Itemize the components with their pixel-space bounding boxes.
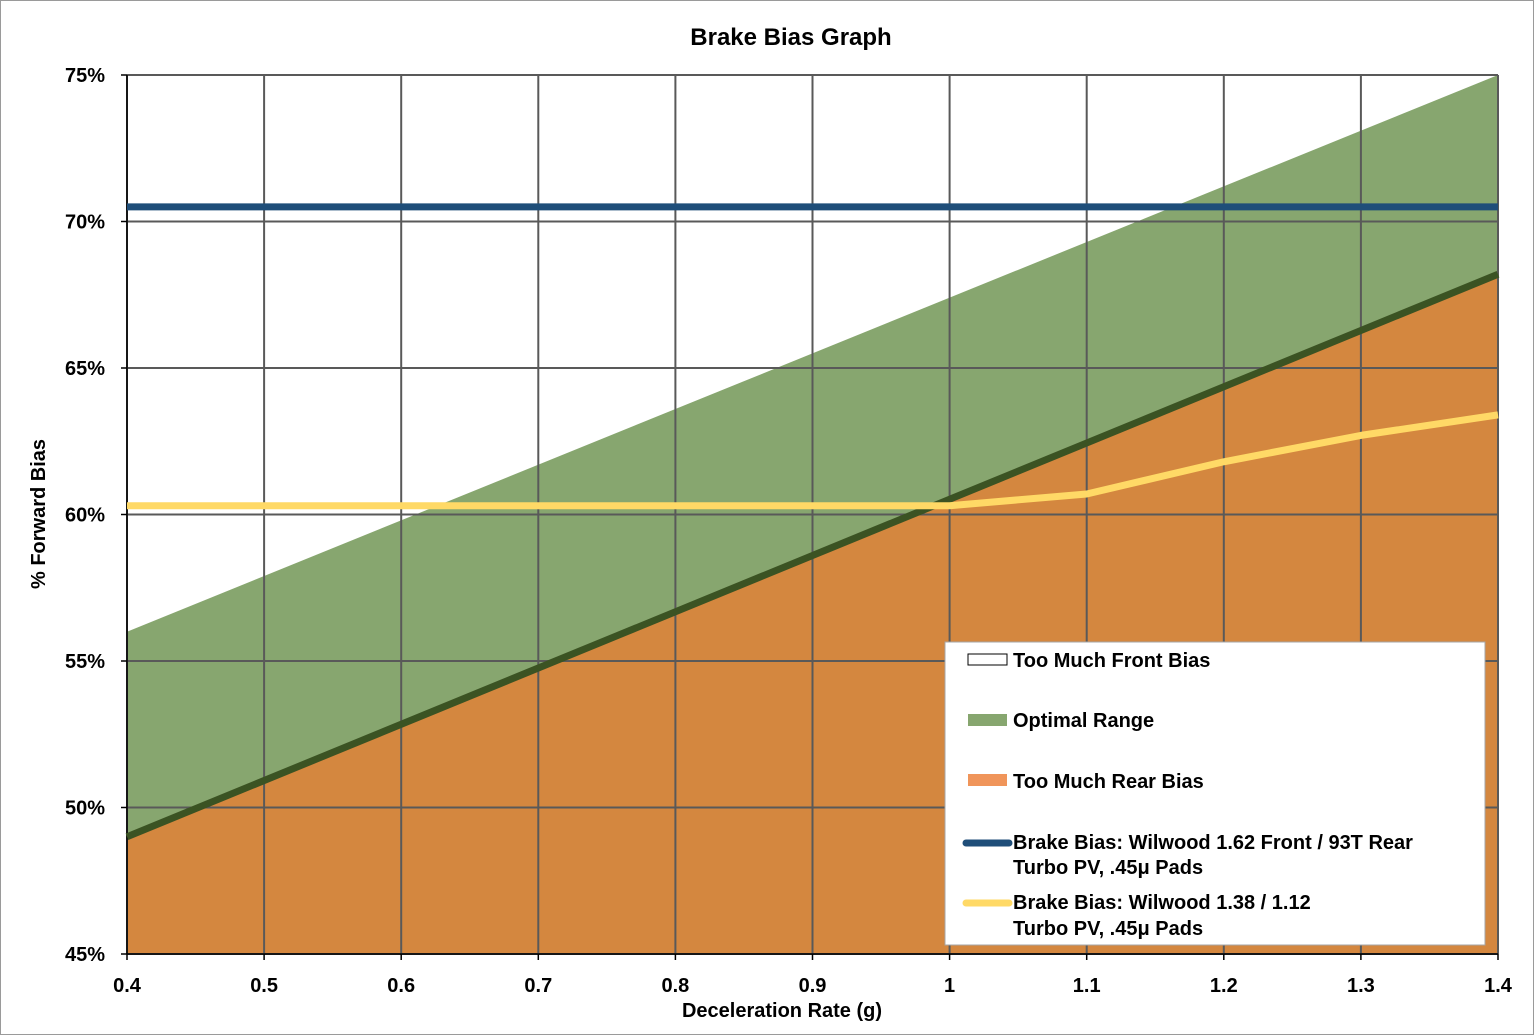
y-tick-label: 65%	[65, 358, 105, 380]
legend-label-optimal-range: Optimal Range	[1013, 710, 1154, 732]
x-axis-ticks: 0.4 0.5 0.6 0.7 0.8 0.9 1 1.1 1.2 1.3 1.4	[113, 954, 1513, 997]
optimal-rear-boundary-line	[125, 271, 1500, 841]
legend-label-wilwood-162-line1: Brake Bias: Wilwood 1.62 Front / 93T Rea…	[1013, 832, 1413, 854]
chart-legend: Too Much Front Bias Optimal Range Too Mu…	[944, 641, 1486, 946]
x-tick-label: 1.3	[1347, 975, 1375, 997]
y-tick-label: 75%	[65, 65, 105, 87]
series-line-wilwood-138	[127, 411, 1499, 510]
x-tick-label: 0.9	[799, 975, 827, 997]
legend-label-wilwood-138-line2: Turbo PV, .45μ Pads	[1013, 918, 1203, 940]
chart-title: Brake Bias Graph	[690, 24, 891, 51]
x-tick-label: 0.4	[113, 975, 142, 997]
legend-swatch-front-bias	[967, 653, 1008, 666]
legend-label-wilwood-162-line2: Turbo PV, .45μ Pads	[1013, 857, 1203, 879]
x-tick-label: 0.5	[250, 975, 278, 997]
x-axis-label: Deceleration Rate (g)	[682, 1000, 882, 1022]
x-tick-label: 0.6	[387, 975, 415, 997]
y-axis-ticks: 45% 50% 55% 60% 65% 70% 75%	[65, 65, 127, 966]
legend-label-wilwood-138-line1: Brake Bias: Wilwood 1.38 / 1.12	[1013, 892, 1311, 914]
x-tick-label: 0.8	[661, 975, 689, 997]
x-tick-label: 1	[944, 975, 955, 997]
y-tick-label: 70%	[65, 212, 105, 234]
legend-label-front-bias: Too Much Front Bias	[1013, 650, 1210, 672]
y-axis-label: % Forward Bias	[28, 439, 50, 589]
y-tick-label: 55%	[65, 651, 105, 673]
series-lines	[125, 203, 1500, 841]
x-tick-label: 0.7	[524, 975, 552, 997]
legend-box	[944, 641, 1486, 946]
grid-lines	[126, 74, 1499, 955]
legend-label-rear-bias: Too Much Rear Bias	[1013, 771, 1204, 793]
y-tick-label: 45%	[65, 944, 105, 966]
x-tick-label: 1.2	[1210, 975, 1238, 997]
x-tick-label: 1.1	[1073, 975, 1101, 997]
y-tick-label: 60%	[65, 505, 105, 527]
legend-swatch-rear-bias	[968, 774, 1007, 786]
x-tick-label: 1.4	[1484, 975, 1513, 997]
legend-swatch-optimal-range	[968, 714, 1007, 726]
y-tick-label: 50%	[65, 798, 105, 820]
